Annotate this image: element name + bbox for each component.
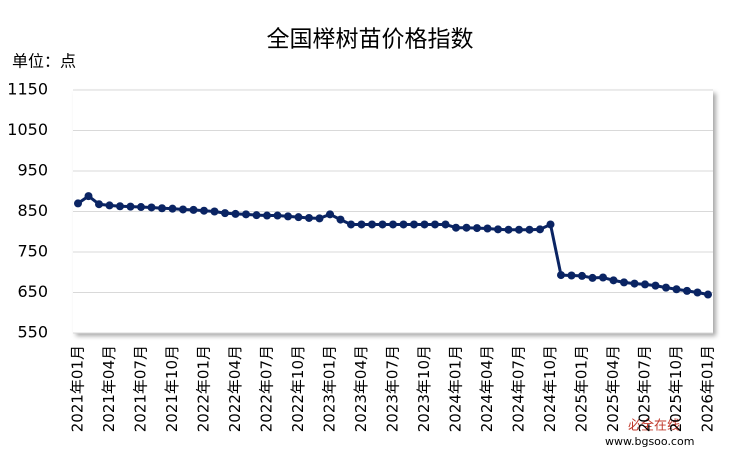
data-point (462, 223, 471, 232)
data-point (84, 192, 93, 201)
data-point (567, 271, 576, 280)
data-point (599, 273, 607, 282)
data-point (473, 224, 481, 233)
data-point (525, 225, 534, 234)
data-point (147, 203, 156, 212)
x-tick-label: 2022年07月 (258, 345, 276, 432)
data-point (546, 220, 555, 229)
unit-label: 单位：点 (12, 52, 76, 71)
data-point (116, 202, 124, 211)
data-point (347, 220, 355, 229)
data-point (420, 220, 429, 229)
data-point (504, 225, 513, 234)
x-tick-label: 2023年04月 (352, 345, 370, 432)
y-tick-label: 550 (17, 323, 48, 342)
chart-title: 全国榉树苗价格指数 (267, 27, 474, 53)
x-tick-label: 2021年10月 (163, 345, 181, 432)
x-tick-label: 2022年04月 (226, 345, 244, 432)
data-point (641, 280, 649, 289)
data-point (252, 211, 261, 220)
x-tick-label: 2026年01月 (699, 345, 717, 432)
data-point (294, 213, 303, 222)
x-tick-label: 2025年10月 (667, 345, 685, 432)
data-point (158, 204, 166, 213)
data-point (431, 220, 439, 229)
data-point (536, 225, 544, 234)
data-point (578, 271, 586, 280)
data-point (693, 288, 702, 297)
data-point (378, 220, 387, 229)
x-tick-label: 2021年07月 (132, 345, 150, 432)
x-tick-label: 2023年01月 (321, 345, 339, 432)
data-point (357, 220, 366, 229)
data-point (284, 212, 292, 221)
y-tick-label: 850 (17, 201, 48, 220)
x-tick-label: 2021年01月 (69, 345, 87, 432)
data-point (305, 213, 313, 222)
y-tick-label: 650 (17, 282, 48, 301)
x-tick-label: 2024年01月 (447, 345, 465, 432)
x-tick-label: 2022年10月 (289, 345, 307, 432)
x-tick-label: 2024年04月 (478, 345, 496, 432)
data-point (168, 204, 177, 213)
data-point (662, 283, 670, 292)
data-point (263, 211, 271, 220)
data-point (137, 203, 145, 212)
data-point (683, 286, 691, 295)
x-tick-label: 2022年01月 (195, 345, 213, 432)
data-point (273, 211, 282, 220)
x-tick-label: 2025年07月 (636, 345, 654, 432)
x-tick-label: 2024年10月 (541, 345, 559, 432)
data-point (515, 225, 523, 234)
y-tick-label: 950 (17, 161, 48, 180)
data-point (483, 224, 492, 233)
data-point (200, 206, 208, 215)
data-point (221, 209, 229, 218)
y-tick-label: 1150 (7, 80, 48, 99)
data-point (126, 202, 135, 211)
data-point (441, 220, 450, 229)
data-point (336, 215, 345, 224)
data-point (189, 205, 198, 214)
x-tick-label: 2023年07月 (384, 345, 402, 432)
data-point (95, 200, 103, 209)
data-point (74, 199, 82, 208)
data-point (210, 207, 219, 216)
data-point (620, 278, 628, 287)
data-point (179, 205, 187, 214)
data-point (242, 210, 250, 219)
data-point (399, 220, 408, 229)
x-tick-label: 2021年04月 (100, 345, 118, 432)
x-tick-label: 2023年10月 (415, 345, 433, 432)
data-point (105, 201, 114, 210)
data-point (231, 209, 240, 218)
data-point (452, 223, 460, 232)
data-point (326, 210, 334, 219)
y-tick-label: 1050 (7, 120, 48, 139)
data-point (609, 276, 618, 285)
data-point (588, 273, 597, 282)
data-point (672, 285, 681, 294)
watermark: www.bgsoo.com (605, 435, 694, 448)
data-point (368, 220, 376, 229)
data-point (630, 279, 639, 288)
data-point (410, 220, 418, 229)
data-point (704, 290, 712, 299)
x-tick-label: 2025年01月 (573, 345, 591, 432)
data-point (557, 271, 565, 280)
x-tick-label: 2024年07月 (510, 345, 528, 432)
data-point (494, 225, 502, 234)
x-tick-label: 2025年04月 (604, 345, 622, 432)
data-point (389, 220, 397, 229)
y-tick-label: 750 (17, 242, 48, 261)
data-point (315, 214, 324, 223)
watermark: 必全在线 (628, 418, 680, 434)
data-point (651, 281, 660, 290)
